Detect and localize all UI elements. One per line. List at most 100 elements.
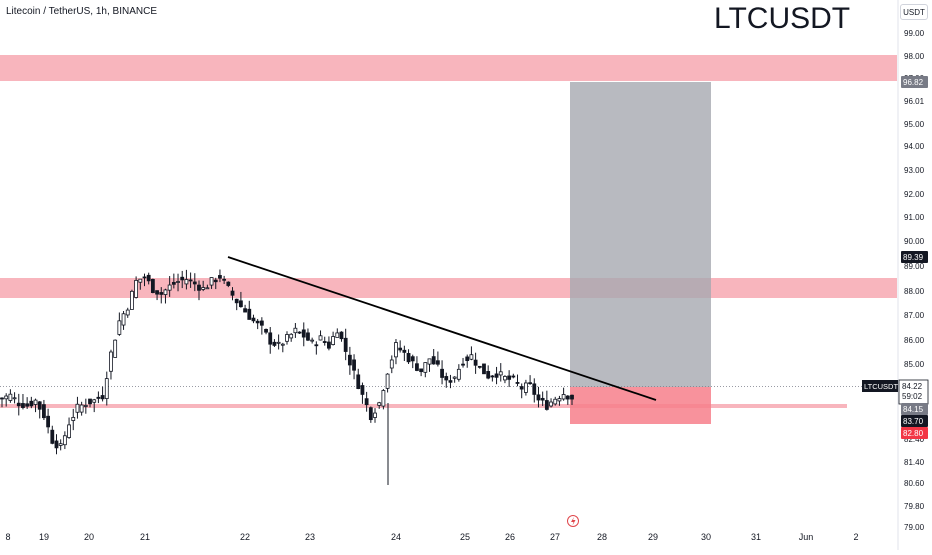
symbol-info[interactable]: Litecoin / TetherUS, 1h, BINANCE — [6, 6, 157, 17]
candle-body — [155, 290, 159, 295]
candle-body — [33, 399, 38, 405]
candle-body — [238, 300, 243, 308]
candle-body — [293, 327, 298, 334]
support-resistance-zone — [0, 404, 847, 408]
candle-body — [394, 342, 398, 358]
candle-body — [213, 279, 218, 283]
candle-body — [473, 359, 478, 366]
candle-body — [171, 281, 176, 285]
price-tick-label: 95.00 — [904, 120, 925, 129]
candle-body — [29, 400, 34, 407]
symbol-tag: LTCUSDT — [864, 382, 898, 391]
candle-body — [507, 375, 512, 380]
price-tick-label: 86.00 — [904, 336, 925, 345]
candle-body — [389, 359, 394, 369]
candle-body — [234, 298, 239, 304]
candle-body — [197, 284, 201, 291]
target-price-label-bg — [901, 76, 928, 88]
price-tick-label: 81.40 — [904, 458, 925, 467]
candle-body — [343, 337, 348, 352]
candle-body — [121, 313, 126, 326]
candle-body — [503, 376, 507, 381]
price-tick-label: 92.00 — [904, 190, 925, 199]
candle-body — [188, 279, 193, 282]
time-tick-label: 27 — [550, 532, 560, 542]
candle-body — [62, 435, 67, 446]
candle-body — [310, 339, 315, 342]
candle-body — [402, 349, 407, 353]
candle-body — [176, 281, 180, 283]
candle-body — [557, 398, 562, 402]
candle-body — [456, 368, 461, 380]
candle-body — [448, 380, 453, 383]
time-tick-label: 23 — [305, 532, 315, 542]
candle-body — [134, 280, 139, 298]
candle-body — [347, 354, 352, 366]
candle-body — [373, 412, 377, 418]
candle-body — [419, 368, 424, 373]
candle-body — [92, 399, 97, 403]
candle-body — [431, 356, 436, 365]
candle-body — [314, 344, 319, 347]
candle-body — [532, 383, 537, 395]
candle-body — [125, 309, 130, 316]
target-price-label: 96.82 — [903, 78, 924, 87]
candle-body — [113, 339, 118, 358]
candle-body — [130, 290, 134, 310]
candle-body — [553, 398, 558, 405]
candle-body — [96, 396, 101, 399]
candle-body — [301, 329, 306, 338]
candle-body — [406, 353, 411, 363]
candle-body — [243, 308, 247, 313]
candle-body — [42, 404, 46, 419]
candle-body — [264, 328, 268, 333]
candle-body — [218, 275, 222, 279]
time-axis[interactable]: 8 19 20 21 22 23 24 25 26 27 28 29 30 31 Jun 2 — [5, 515, 859, 543]
price-tick-label: 94.00 — [904, 142, 925, 151]
price-tick-label: 93.00 — [904, 166, 925, 175]
candle-body — [498, 371, 503, 376]
flash-icon[interactable] — [567, 515, 579, 527]
candle-body — [4, 395, 9, 400]
candle-body — [289, 333, 294, 339]
price-tick-label: 98.00 — [904, 52, 925, 61]
trendline-layer — [227, 256, 657, 401]
candle-body — [335, 332, 340, 338]
candle-body — [482, 363, 486, 375]
candle-body — [515, 382, 520, 384]
candle-body — [79, 404, 84, 413]
time-tick-label: 22 — [240, 532, 250, 542]
price-tick-label: 79.80 — [904, 502, 925, 511]
candle-body — [440, 368, 444, 378]
current-price-label: 84.22 — [902, 382, 923, 391]
candle-body — [88, 398, 92, 405]
time-tick-label: 24 — [391, 532, 401, 542]
candle-body — [331, 336, 336, 345]
candle-body — [327, 341, 331, 349]
price-tick-label: 79.00 — [904, 523, 925, 532]
candle-body — [67, 424, 71, 438]
time-tick-label: 29 — [648, 532, 658, 542]
time-tick-label: Jun — [799, 532, 814, 542]
time-tick-label: 26 — [505, 532, 515, 542]
candles-layer — [0, 269, 574, 485]
candle-body — [272, 341, 277, 346]
resistance-price-label: 89.39 — [903, 253, 924, 262]
candle-body — [490, 375, 495, 378]
candle-body — [16, 402, 21, 407]
candle-body — [100, 395, 105, 400]
price-tick-label: 88.00 — [904, 287, 925, 296]
candle-body — [142, 276, 147, 279]
candle-body — [205, 287, 210, 290]
candle-body — [528, 382, 532, 385]
price-tick-label: 89.00 — [904, 262, 925, 271]
candle-body — [486, 371, 491, 379]
price-tick-label: 99.00 — [904, 29, 925, 38]
currency-button[interactable]: USDT — [900, 4, 928, 20]
candle-body — [192, 281, 197, 285]
candle-body — [117, 320, 122, 335]
candle-body — [222, 278, 227, 281]
